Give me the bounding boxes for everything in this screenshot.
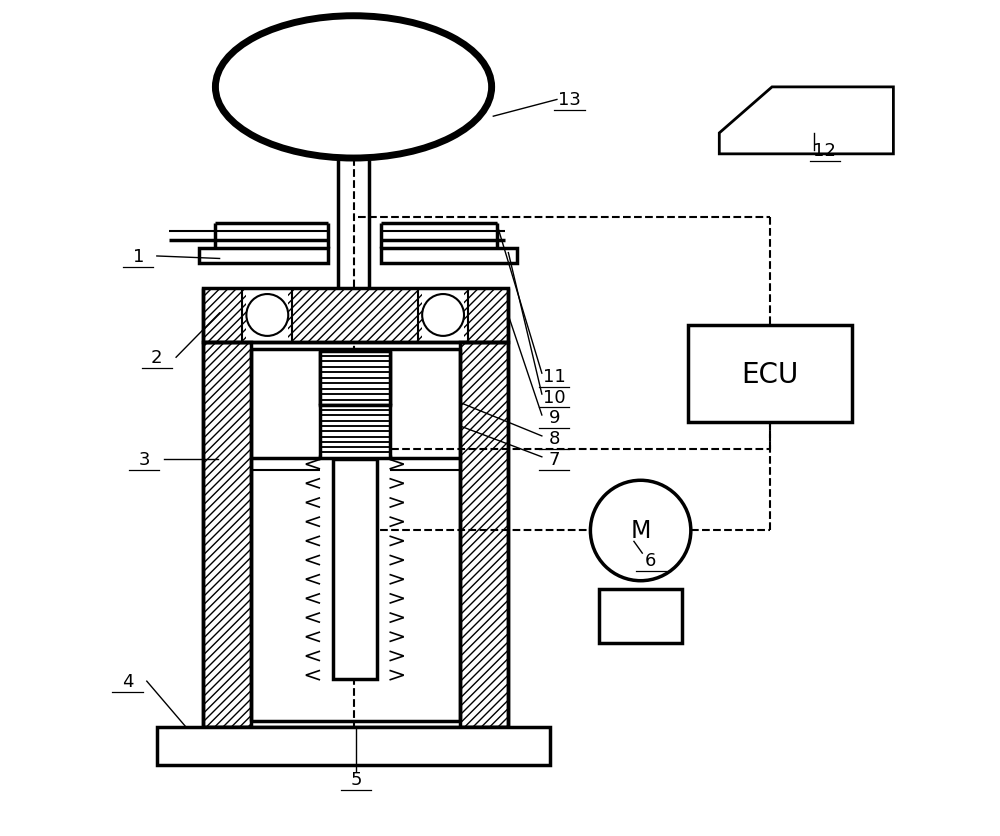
Circle shape	[590, 481, 691, 581]
Bar	[203, 288, 508, 343]
Text: M: M	[630, 519, 651, 543]
Text: 7: 7	[549, 451, 560, 469]
Bar	[460, 343, 508, 727]
Bar	[203, 288, 508, 343]
Text: ECU: ECU	[741, 360, 799, 388]
Polygon shape	[719, 88, 893, 155]
Bar	[333, 460, 377, 680]
Text: 8: 8	[549, 430, 560, 448]
Text: 5: 5	[350, 770, 362, 788]
Circle shape	[246, 294, 288, 336]
Text: 9: 9	[549, 409, 560, 427]
Circle shape	[422, 294, 464, 336]
Bar	[381, 248, 517, 263]
Text: 10: 10	[543, 388, 566, 406]
Text: 13: 13	[558, 91, 581, 110]
Bar	[320, 405, 390, 458]
Text: 12: 12	[813, 141, 836, 160]
Bar	[320, 351, 390, 405]
Text: 6: 6	[645, 551, 656, 569]
Bar	[599, 589, 682, 644]
Bar	[422, 288, 464, 343]
Bar	[203, 343, 251, 727]
Text: 1: 1	[133, 247, 144, 266]
Text: 4: 4	[122, 672, 133, 691]
Bar	[199, 248, 328, 263]
Text: 3: 3	[139, 451, 150, 469]
Bar	[203, 343, 251, 727]
Ellipse shape	[215, 17, 492, 159]
Bar	[688, 326, 852, 422]
Bar	[157, 727, 550, 765]
Text: 2: 2	[151, 349, 163, 367]
Bar	[460, 343, 508, 727]
Text: 11: 11	[543, 367, 566, 385]
Bar	[246, 288, 288, 343]
